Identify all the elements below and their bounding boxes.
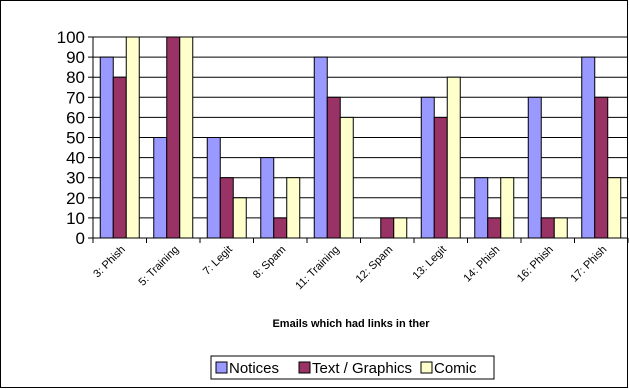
- y-tick-label: 50: [66, 129, 85, 148]
- bar: [446, 76, 461, 239]
- y-tick-label: 90: [66, 48, 85, 67]
- bar: [273, 217, 288, 239]
- bar: [474, 177, 489, 239]
- legend-swatch: [420, 361, 433, 374]
- bar: [433, 116, 448, 239]
- y-tick-label: 80: [66, 68, 85, 87]
- bar: [393, 217, 408, 239]
- legend-label: Text / Graphics: [312, 360, 412, 377]
- y-tick-label: 10: [66, 209, 85, 228]
- bar: [260, 157, 275, 239]
- bar: [527, 96, 542, 239]
- bars: [99, 36, 622, 239]
- axes: [92, 37, 629, 243]
- legend-label: Notices: [229, 360, 279, 377]
- bar: [206, 137, 221, 239]
- bar: [339, 116, 354, 239]
- x-axis-title: Emails which had links in ther: [272, 318, 430, 330]
- bar: [540, 217, 555, 239]
- legend-swatch: [298, 361, 311, 374]
- y-tick-label: 100: [57, 28, 85, 47]
- legend-swatch: [215, 361, 228, 374]
- legend-label: Comic: [434, 360, 477, 377]
- bar: [420, 96, 435, 239]
- bar: [153, 137, 168, 239]
- bar: [607, 177, 622, 239]
- bar: [326, 96, 341, 239]
- bar: [286, 177, 301, 239]
- y-tick-label: 30: [66, 169, 85, 188]
- bar: [581, 56, 596, 239]
- bar: [553, 217, 568, 239]
- bar: [166, 36, 181, 239]
- y-tick-label: 60: [66, 108, 85, 127]
- y-tick-label: 0: [76, 229, 85, 248]
- bar: [125, 36, 140, 239]
- y-tick-label: 20: [66, 189, 85, 208]
- bar: [594, 96, 609, 239]
- bar: [219, 177, 234, 239]
- bar: [313, 56, 328, 239]
- bar: [500, 177, 515, 239]
- legend: Notices Text / Graphics Comic: [210, 355, 495, 380]
- bar: [380, 217, 395, 239]
- y-tick-label: 70: [66, 88, 85, 107]
- bar: [112, 76, 127, 239]
- bar: [179, 36, 194, 239]
- bar: [99, 56, 114, 239]
- y-tick-label: 40: [66, 149, 85, 168]
- bar: [487, 217, 502, 239]
- bar: [232, 197, 247, 239]
